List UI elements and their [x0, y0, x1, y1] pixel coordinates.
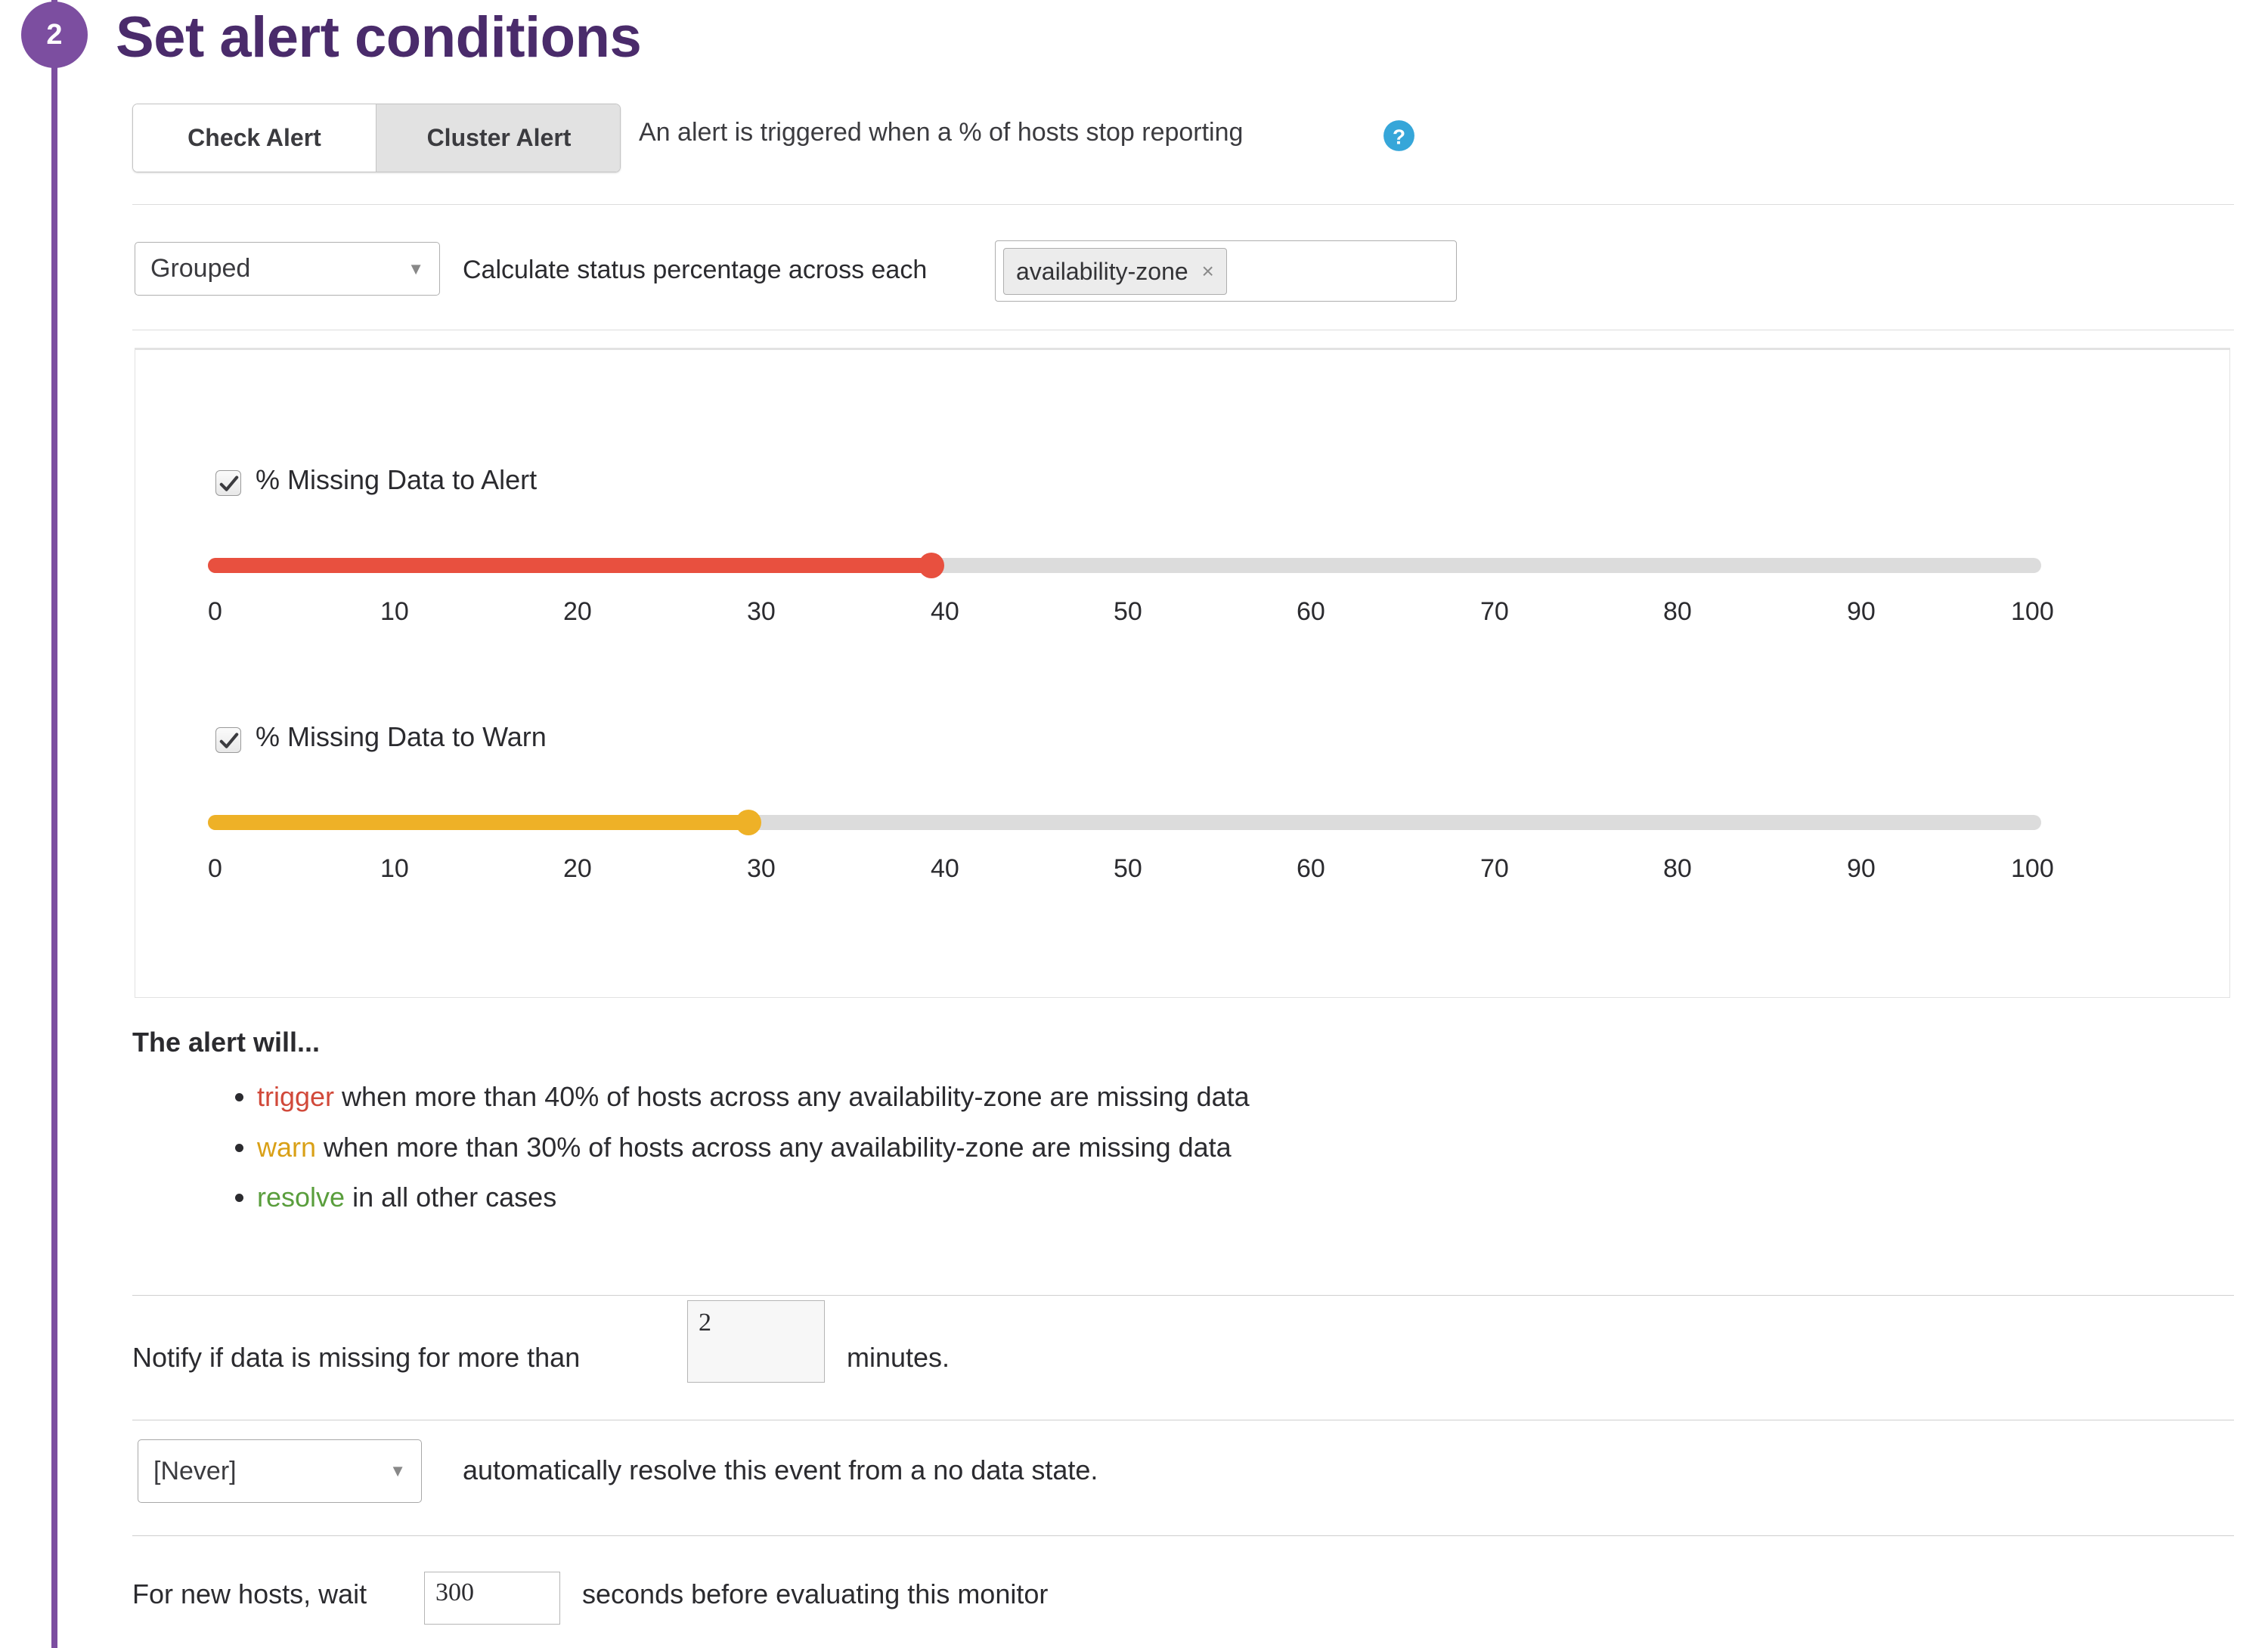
svg-text:?: ? — [1393, 125, 1405, 148]
